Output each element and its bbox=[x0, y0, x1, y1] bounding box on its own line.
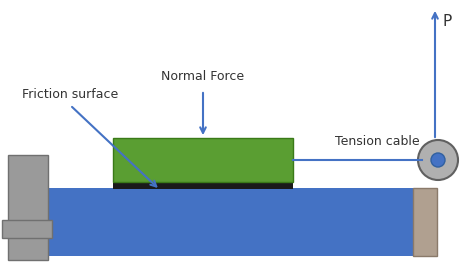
Bar bbox=[8, 155, 48, 260]
Text: P: P bbox=[443, 14, 452, 29]
Bar bbox=[35, 188, 435, 256]
Bar bbox=[113, 182, 293, 189]
Bar bbox=[2, 220, 52, 238]
Bar bbox=[113, 138, 293, 182]
Bar bbox=[413, 188, 437, 256]
Circle shape bbox=[418, 140, 458, 180]
Text: Friction surface: Friction surface bbox=[22, 88, 118, 101]
Text: Normal Force: Normal Force bbox=[162, 70, 245, 83]
Text: Tension cable: Tension cable bbox=[335, 135, 420, 148]
Circle shape bbox=[431, 153, 445, 167]
